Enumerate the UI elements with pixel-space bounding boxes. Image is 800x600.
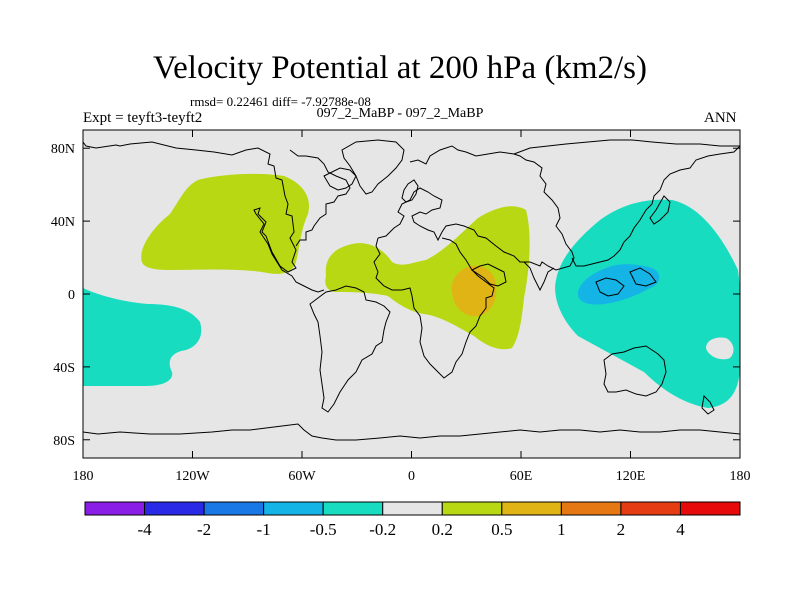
lat-tick-label: 80N [51,142,75,157]
colorbar-swatch [382,501,443,516]
contour-positive-na-pacific [141,173,309,274]
coast-arabia [471,263,507,287]
colorbar-swatch [501,501,562,516]
colorbar: -4 -2 -1 -0.5 -0.2 0.2 0.5 1 2 4 [84,501,741,539]
coast-europe [377,145,575,271]
contour-negative-pacific [555,199,740,408]
colorbar-label: 0.2 [432,520,453,539]
lon-tick-label: 120W [175,469,210,484]
colorbar-label: -0.5 [310,520,337,539]
coast-africa [373,237,495,379]
lon-tick-label: 60W [288,469,316,484]
stats-label: rmsd= 0.22461 diff= -7.92788e-08 [190,94,371,109]
colorbar-label: -1 [257,520,271,539]
coast-britain [401,179,419,203]
coast-japan [649,195,671,225]
coast-asia-north [513,139,740,155]
coast-new-zealand [701,394,715,415]
coast-canada-islands [323,167,357,191]
colorbar-swatch [620,501,681,516]
coast-south-america [309,285,391,413]
colorbar-swatch [322,501,384,516]
colorbar-label: 0.5 [491,520,512,539]
colorbar-swatch [84,501,146,516]
contour-negative-pacific-core [578,264,660,305]
coast-india [523,261,555,292]
colorbar-label: -4 [137,520,152,539]
colorbar-label: -2 [197,520,211,539]
lon-tick-label: 180 [730,469,751,484]
coastlines [83,139,740,441]
lon-tick-label: 120E [616,469,646,484]
colorbar-label: 1 [557,520,566,539]
colorbar-swatch [203,501,265,516]
lat-tick-label: 80S [53,434,75,449]
colorbar-swatch [144,501,205,516]
coast-antarctica [83,423,740,441]
contour-negative-east-pacific [83,288,202,386]
colorbar-swatch [560,501,622,516]
coast-greenland [341,139,405,195]
coast-north-america-east [289,149,351,247]
colorbar-swatch [263,501,324,516]
contour-zero-hole [706,337,734,360]
plot-title: Velocity Potential at 200 hPa (km2/s) [152,50,648,86]
colorbar-label: -0.2 [369,520,396,539]
colorbar-swatch [679,501,741,516]
contour-positive-core [451,265,497,317]
coast-east-asia [571,145,740,267]
lon-tick-label: 0 [408,469,415,484]
coast-maritime [595,267,657,297]
lon-tick-label: 60E [510,469,533,484]
comparison-label: 097_2_MaBP - 097_2_MaBP [316,106,484,121]
lat-tick-label: 40S [53,361,75,376]
season-label: ANN [704,110,737,126]
colorbar-label: 4 [676,520,685,539]
coast-north-america [83,141,325,293]
lat-tick-label: 0 [68,288,75,303]
lat-tick-label: 40N [51,215,75,230]
coast-australia [603,345,667,397]
colorbar-label: 2 [617,520,626,539]
colorbar-swatch [441,501,503,516]
longitude-axis: 180 120W 60W 0 60E 120E 180 [73,130,751,484]
experiment-label: Expt = teyft3-teyft2 [83,110,203,126]
latitude-axis: 80N 40N 0 40S 80S [51,142,740,449]
lon-tick-label: 180 [73,469,94,484]
